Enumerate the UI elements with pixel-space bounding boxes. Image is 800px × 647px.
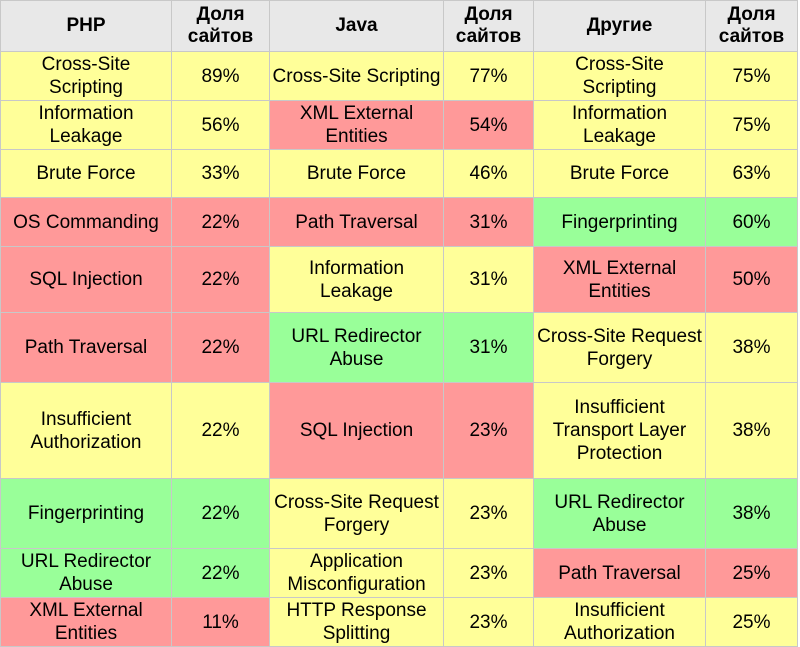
header-other: Другие: [533, 0, 706, 52]
other-vuln-cell: Cross-Site Scripting: [533, 51, 706, 101]
java-vuln-cell: Application Misconfiguration: [269, 548, 444, 598]
other-share-cell: 25%: [705, 548, 798, 598]
other-vuln-cell: Fingerprinting: [533, 197, 706, 247]
other-vuln-cell: XML External Entities: [533, 246, 706, 313]
table-row: Brute Force 33% Brute Force 46% Brute Force 6…: [0, 149, 798, 198]
java-share-cell: 23%: [443, 382, 534, 479]
php-share-cell: 89%: [171, 51, 270, 101]
header-php: PHP: [0, 0, 172, 52]
php-share-cell: 33%: [171, 149, 270, 198]
other-vuln-cell: Path Traversal: [533, 548, 706, 598]
java-vuln-cell: Cross-Site Request Forgery: [269, 478, 444, 549]
table-row: SQL Injection 22% Information Leakage 31% XM…: [0, 246, 798, 313]
table-row: OS Commanding 22% Path Traversal 31% Fingerp…: [0, 197, 798, 247]
php-share-cell: 22%: [171, 548, 270, 598]
java-vuln-cell: Brute Force: [269, 149, 444, 198]
php-vuln-cell: OS Commanding: [0, 197, 172, 247]
php-share-cell: 22%: [171, 197, 270, 247]
other-share-cell: 60%: [705, 197, 798, 247]
other-share-cell: 75%: [705, 51, 798, 101]
other-share-cell: 50%: [705, 246, 798, 313]
php-vuln-cell: Insufficient Authorization: [0, 382, 172, 479]
header-java-share: Доля сайтов: [443, 0, 534, 52]
table-row: XML External Entities 11% HTTP Response Sp…: [0, 597, 798, 647]
other-vuln-cell: URL Redirector Abuse: [533, 478, 706, 549]
php-share-cell: 22%: [171, 312, 270, 383]
java-vuln-cell: Cross-Site Scripting: [269, 51, 444, 101]
header-java: Java: [269, 0, 444, 52]
java-share-cell: 46%: [443, 149, 534, 198]
php-share-cell: 56%: [171, 100, 270, 150]
java-vuln-cell: Information Leakage: [269, 246, 444, 313]
java-share-cell: 23%: [443, 478, 534, 549]
other-share-cell: 38%: [705, 312, 798, 383]
java-share-cell: 31%: [443, 197, 534, 247]
java-share-cell: 23%: [443, 597, 534, 647]
table-row: Fingerprinting 22% Cross-Site Request Forg…: [0, 478, 798, 549]
php-vuln-cell: Information Leakage: [0, 100, 172, 150]
header-row: PHP Доля сайтов Java Доля сайтов Другие …: [0, 0, 798, 52]
header-php-share: Доля сайтов: [171, 0, 270, 52]
java-vuln-cell: HTTP Response Splitting: [269, 597, 444, 647]
java-share-cell: 23%: [443, 548, 534, 598]
php-share-cell: 22%: [171, 478, 270, 549]
other-share-cell: 63%: [705, 149, 798, 198]
table-row: Path Traversal 22% URL Redirector Abuse 31%…: [0, 312, 798, 383]
java-vuln-cell: Path Traversal: [269, 197, 444, 247]
table-row: Cross-Site Scripting 89% Cross-Site Script…: [0, 51, 798, 101]
java-share-cell: 77%: [443, 51, 534, 101]
other-vuln-cell: Information Leakage: [533, 100, 706, 150]
other-share-cell: 25%: [705, 597, 798, 647]
php-share-cell: 11%: [171, 597, 270, 647]
header-other-share: Доля сайтов: [705, 0, 798, 52]
php-vuln-cell: Brute Force: [0, 149, 172, 198]
table-row: Insufficient Authorization 22% SQL Injecti…: [0, 382, 798, 479]
php-share-cell: 22%: [171, 382, 270, 479]
java-vuln-cell: XML External Entities: [269, 100, 444, 150]
other-share-cell: 75%: [705, 100, 798, 150]
java-vuln-cell: SQL Injection: [269, 382, 444, 479]
other-vuln-cell: Insufficient Transport Layer Protection: [533, 382, 706, 479]
table-row: Information Leakage 56% XML External Entit…: [0, 100, 798, 150]
other-share-cell: 38%: [705, 382, 798, 479]
php-share-cell: 22%: [171, 246, 270, 313]
php-vuln-cell: Path Traversal: [0, 312, 172, 383]
php-vuln-cell: Cross-Site Scripting: [0, 51, 172, 101]
other-vuln-cell: Cross-Site Request Forgery: [533, 312, 706, 383]
php-vuln-cell: SQL Injection: [0, 246, 172, 313]
java-vuln-cell: URL Redirector Abuse: [269, 312, 444, 383]
php-vuln-cell: Fingerprinting: [0, 478, 172, 549]
table-row: URL Redirector Abuse 22% Application Misco…: [0, 548, 798, 598]
java-share-cell: 54%: [443, 100, 534, 150]
other-vuln-cell: Brute Force: [533, 149, 706, 198]
php-vuln-cell: XML External Entities: [0, 597, 172, 647]
other-share-cell: 38%: [705, 478, 798, 549]
php-vuln-cell: URL Redirector Abuse: [0, 548, 172, 598]
java-share-cell: 31%: [443, 312, 534, 383]
java-share-cell: 31%: [443, 246, 534, 313]
other-vuln-cell: Insufficient Authorization: [533, 597, 706, 647]
